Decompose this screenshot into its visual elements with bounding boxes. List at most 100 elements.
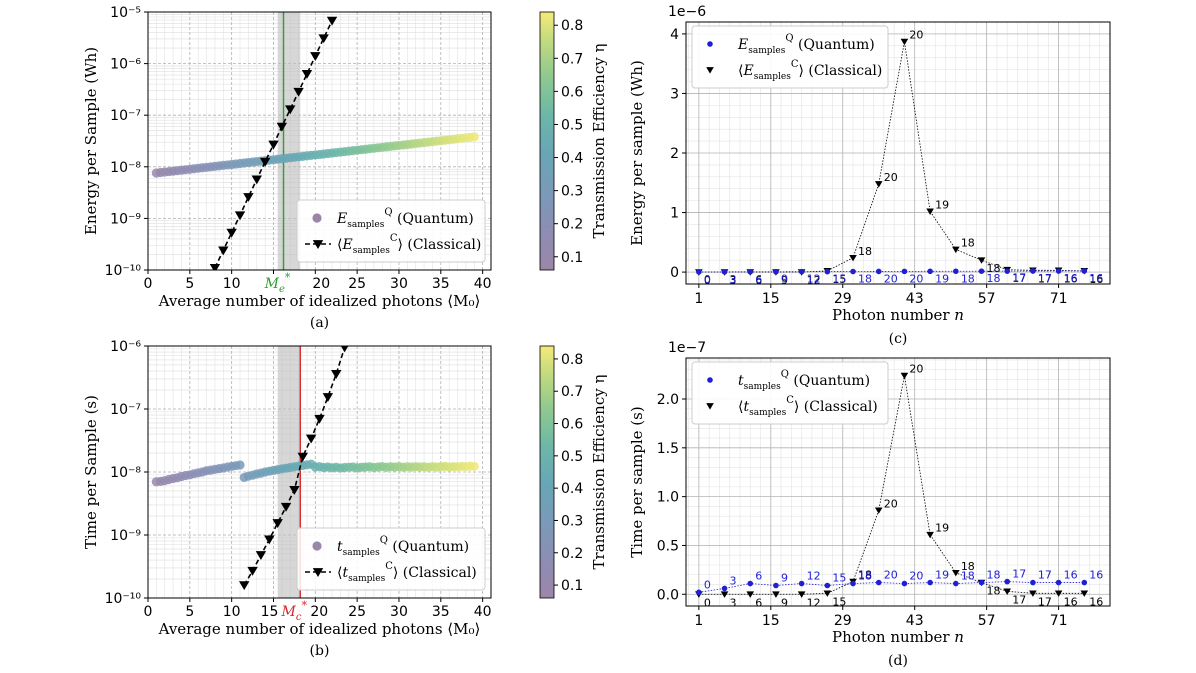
x-tick-label: 40 — [474, 276, 492, 292]
quantum-data-label: 18 — [858, 570, 872, 583]
scale-label: 1e−7 — [668, 340, 706, 356]
classical-data-label: 16 — [1089, 273, 1103, 286]
colorbar — [539, 345, 555, 599]
classical-marker — [255, 551, 267, 561]
x-tick-label: 30 — [390, 276, 408, 292]
colorbar-tick-label: 0.6 — [561, 84, 583, 100]
x-tick-label: 43 — [906, 613, 924, 629]
classical-marker — [1054, 590, 1063, 597]
classical-data-label: 17 — [1038, 272, 1052, 285]
y-axis-label: Energy per Sample (Wh) — [82, 47, 100, 235]
quantum-marker — [1081, 268, 1088, 274]
legend-classical-label-part: C — [385, 561, 393, 572]
panel-a-energy-log-chart: 0 5 10 25 30 35 40 20 Me* 10⁻¹⁰ 10⁻⁹ 10⁻⁸ 10⁻⁷ 10⁻⁶ 10… — [82, 5, 608, 331]
classical-data-label: 20 — [909, 29, 923, 42]
classical-data-label: 15 — [832, 595, 846, 608]
x-tick-label: 10 — [223, 276, 241, 292]
y-axis-label: Time per Sample (s) — [82, 395, 100, 549]
y-tick-label: 1 — [670, 206, 679, 222]
y-tick-label: 2.0 — [657, 392, 679, 408]
x-axis-label: Average number of idealized photons ⟨M₀⟩ — [158, 620, 481, 638]
x-tick-label: 25 — [348, 276, 366, 292]
classical-marker — [239, 581, 250, 591]
quantum-data-label: 3 — [730, 273, 737, 286]
y-tick-label: 0.0 — [657, 587, 679, 603]
legend-quantum-label-part: (Quantum) — [388, 539, 469, 555]
quantum-point — [469, 132, 479, 142]
quantum-marker — [696, 269, 702, 275]
y-tick-label: 4 — [670, 27, 679, 43]
x-tick-label: 35 — [432, 604, 450, 620]
legend-classical-marker — [706, 403, 714, 410]
legend-quantum-label-part: samples — [343, 548, 380, 558]
classical-data-label: 17 — [1012, 593, 1026, 606]
x-tick-label: 40 — [474, 604, 492, 620]
classical-marker — [285, 105, 296, 115]
x-tick-label: 25 — [348, 604, 366, 620]
legend-classical-label-part: (Classical) — [398, 565, 476, 581]
x-tick-label: 29 — [834, 291, 852, 307]
legend-quantum-label: EsamplesQ (Quantum) — [336, 207, 474, 230]
quantum-marker — [1055, 268, 1062, 274]
classical-marker — [305, 434, 317, 444]
classical-marker — [720, 591, 729, 598]
quantum-marker — [901, 580, 908, 587]
quantum-data-label: 20 — [884, 569, 898, 582]
legend-quantum-label-part: Q — [380, 535, 388, 546]
classical-marker — [326, 16, 338, 26]
legend-classical-label-part: ⟨ — [337, 237, 342, 253]
colorbar-tick-label: 0.1 — [561, 578, 583, 594]
classical-marker — [900, 38, 909, 46]
classical-marker — [1029, 590, 1037, 597]
classical-data-label: 18 — [961, 560, 975, 573]
colorbar-label: Transmission Efficiency η — [590, 44, 608, 239]
x-tick-label: 35 — [432, 276, 450, 292]
y-tick-label: 0 — [670, 265, 679, 281]
classical-marker — [746, 591, 755, 598]
classical-marker — [314, 414, 325, 424]
quantum-data-label: 16 — [1064, 569, 1078, 582]
quantum-marker — [1004, 578, 1011, 585]
quantum-marker — [773, 582, 779, 589]
x-axis-label: Photon number n — [832, 306, 964, 324]
x-tick-label: 0 — [144, 276, 153, 292]
shaded-band — [277, 346, 301, 598]
classical-marker — [797, 591, 806, 598]
quantum-marker — [953, 580, 959, 587]
classical-data-label: 18 — [987, 262, 1001, 275]
scale-label: 1e−6 — [668, 4, 706, 20]
classical-marker — [952, 246, 960, 254]
classical-data-label: 9 — [781, 596, 788, 609]
classical-marker — [874, 507, 883, 514]
classical-data-label: 17 — [1012, 272, 1026, 285]
panel-caption: (b) — [310, 643, 330, 659]
quantum-data-label: 19 — [935, 272, 949, 285]
legend-quantum-label-part: Q — [781, 369, 789, 380]
quantum-data-label: 20 — [909, 570, 923, 583]
threshold-label: Mc* — [281, 599, 308, 623]
classical-marker — [900, 372, 909, 380]
classical-data-label: 18 — [961, 236, 975, 249]
colorbar-tick-label: 0.5 — [561, 117, 583, 133]
classical-marker — [926, 531, 934, 539]
quantum-data-label: 17 — [1038, 272, 1052, 285]
classical-data-label: 16 — [1064, 272, 1078, 285]
quantum-marker — [747, 268, 754, 275]
quantum-data-label: 9 — [781, 273, 788, 286]
threshold-label-part: M — [264, 276, 280, 292]
threshold-label-part: e — [279, 284, 285, 295]
classical-data-label: 16 — [1064, 595, 1078, 608]
quantum-marker — [824, 582, 831, 589]
quantum-data-label: 16 — [1089, 569, 1103, 582]
quantum-marker — [721, 585, 728, 592]
threshold-label-part: * — [301, 599, 307, 612]
quantum-data-label: 15 — [832, 273, 846, 286]
x-tick-label: 0 — [144, 604, 153, 620]
colorbar-tick-label: 0.6 — [561, 417, 583, 433]
classical-data-label: 9 — [781, 274, 788, 287]
threshold-label-part: M — [281, 604, 297, 620]
x-tick-label: 1 — [694, 291, 703, 307]
y-tick-label: 1.5 — [657, 441, 679, 457]
